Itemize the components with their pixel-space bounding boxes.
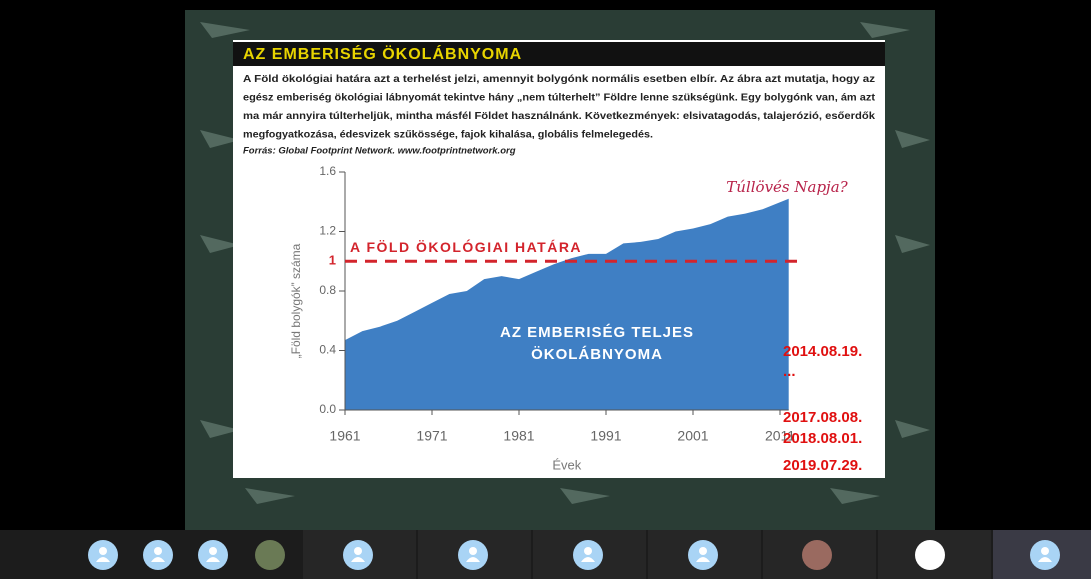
x-tick-label: 1961 [329, 428, 360, 444]
avatar-head [699, 547, 707, 555]
x-tick-label: 1981 [503, 428, 534, 444]
avatar[interactable] [255, 540, 285, 570]
x-tick-label: 1991 [590, 428, 621, 444]
avatar-head [469, 547, 477, 555]
y-axis-label: „Föld bolygók” száma [289, 243, 303, 358]
body-line: egész emberiség ökológiai lábnyomát teki… [243, 91, 876, 103]
body-line: ma már annyira túlterheljük, mintha másf… [243, 110, 875, 122]
avatar-head [1041, 547, 1049, 555]
avatar[interactable] [802, 540, 832, 570]
threshold-value: 1 [329, 253, 336, 268]
x-axis-label: Évek [552, 457, 581, 472]
date: 2018.08.01. [783, 430, 862, 447]
y-tick-label: 0.8 [319, 283, 336, 297]
y-tick-label: 1.6 [319, 164, 336, 178]
date: 2019.07.29. [783, 457, 862, 474]
body-line: A Föld ökológiai határa azt a terhelést … [243, 73, 875, 85]
threshold-label: A FÖLD ÖKOLÓGIAI HATÁRA [350, 238, 582, 255]
date: 2014.08.19. [783, 343, 862, 360]
source: Forrás: Global Footprint Network. www.fo… [243, 146, 516, 157]
body-line: megfogyatkozása, édesvizek szűkössége, f… [243, 128, 653, 140]
avatar-head [354, 547, 362, 555]
avatar-head [99, 547, 107, 555]
avatar[interactable] [915, 540, 945, 570]
avatar-head [584, 547, 592, 555]
y-tick-label: 0.4 [319, 343, 336, 357]
y-tick-label: 0.0 [319, 402, 336, 416]
slide-title: AZ EMBERISÉG ÖKOLÁBNYOMA [243, 44, 522, 63]
end-label: Túllövés Napja? [726, 178, 848, 196]
page: AZ EMBERISÉG ÖKOLÁBNYOMA A Föld ökológia… [0, 0, 1091, 579]
date: ... [783, 363, 796, 380]
date: 2017.08.08. [783, 409, 862, 426]
avatar-head [154, 547, 162, 555]
y-tick-label: 1.2 [319, 224, 336, 238]
area-label: AZ EMBERISÉG TELJES [500, 324, 694, 341]
x-tick-label: 2001 [677, 428, 708, 444]
avatar-head [209, 547, 217, 555]
area-label: ÖKOLÁBNYOMA [531, 346, 663, 363]
screen: AZ EMBERISÉG ÖKOLÁBNYOMA A Föld ökológia… [0, 0, 1091, 579]
x-tick-label: 1971 [416, 428, 447, 444]
